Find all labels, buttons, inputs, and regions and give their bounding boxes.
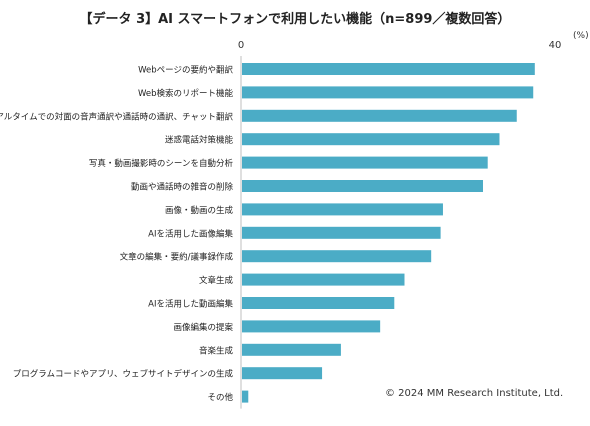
bar bbox=[242, 156, 488, 169]
category-label: 画像・動画の生成 bbox=[165, 205, 234, 216]
copyright-notice: © 2024 MM Research Institute, Ltd. bbox=[385, 388, 564, 399]
category-label: 文章の編集・要約/議事録作成 bbox=[120, 252, 234, 263]
category-labels-layer: Webページの要約や翻訳 Web検索のリポート機能リアルタイムでの対面の音声通訳や… bbox=[0, 65, 233, 404]
category-label: その他 bbox=[207, 392, 233, 403]
category-label: AIを活用した画像編集 bbox=[148, 228, 233, 239]
category-label: 写真・動画撮影時のシーンを自動分析 bbox=[89, 158, 234, 169]
bar bbox=[242, 203, 443, 216]
category-label: プログラムコードやアプリ、ウェブサイトデザインの生成 bbox=[13, 369, 234, 380]
bar bbox=[242, 297, 395, 309]
category-label: 動画や通話時の雑音の削除 bbox=[131, 182, 234, 193]
category-label: AIを活用した動画編集 bbox=[148, 299, 233, 310]
category-label: 文章生成 bbox=[199, 275, 234, 286]
bar bbox=[242, 320, 381, 333]
bar bbox=[242, 63, 535, 75]
category-label: Web検索のリポート機能 bbox=[138, 88, 234, 99]
x-tick-label: 0 bbox=[238, 40, 244, 51]
category-label: Webページの要約や翻訳 bbox=[138, 65, 233, 76]
bar bbox=[242, 367, 323, 380]
chart-title: 【データ 3】AI スマートフォンで利用したい機能（n=899／複数回答） bbox=[79, 12, 511, 27]
bar bbox=[242, 109, 517, 122]
x-tick-label: 40 bbox=[549, 40, 562, 51]
bars-layer bbox=[242, 63, 535, 403]
category-label: リアルタイムでの対面の音声通訳や通話時の通訳、チャット翻訳 bbox=[0, 111, 233, 122]
bar bbox=[242, 343, 341, 356]
bar bbox=[242, 250, 432, 263]
bar bbox=[242, 390, 249, 403]
bar bbox=[242, 86, 534, 99]
bar bbox=[242, 226, 441, 239]
category-label: 迷惑電話対策機能 bbox=[165, 135, 234, 146]
bar bbox=[242, 180, 483, 192]
bar bbox=[242, 133, 500, 146]
category-label: 画像編集の提案 bbox=[173, 322, 233, 333]
unit-label: (%) bbox=[573, 31, 589, 41]
bar bbox=[242, 273, 405, 286]
axis-layer: 0 40 (%) bbox=[238, 31, 589, 409]
category-label: 音楽生成 bbox=[199, 345, 234, 356]
